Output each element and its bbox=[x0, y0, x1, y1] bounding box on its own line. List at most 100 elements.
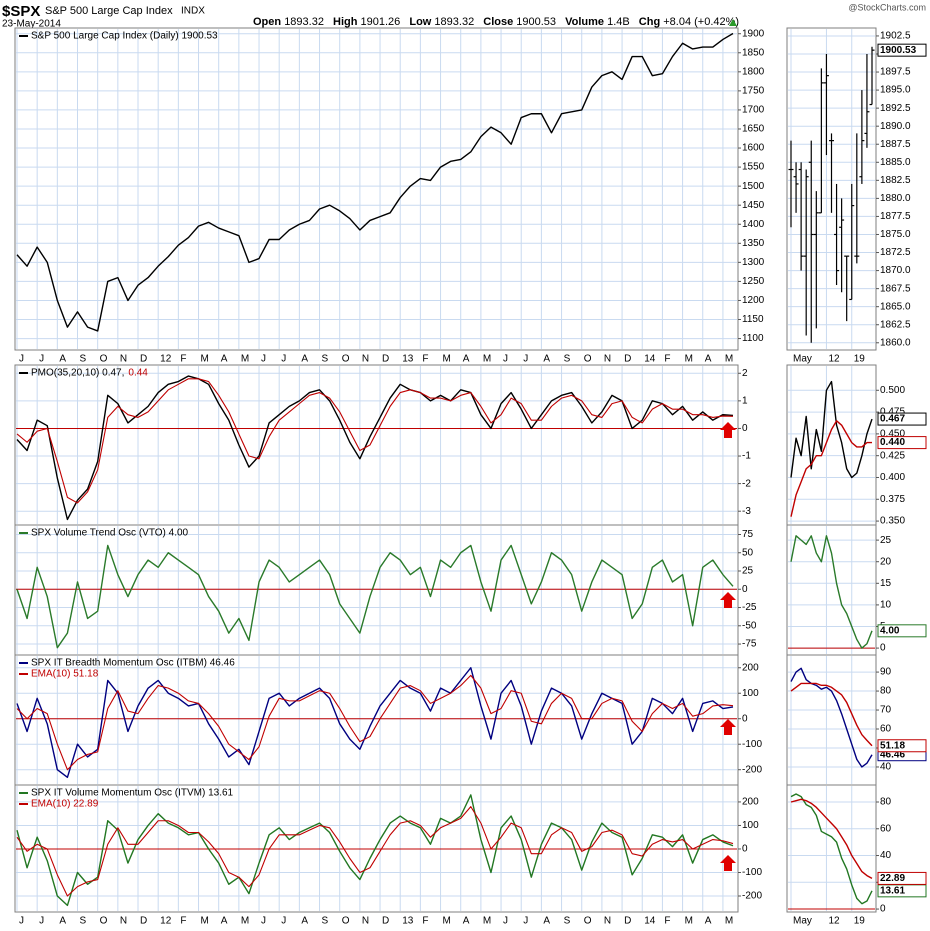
panel-background bbox=[786, 784, 877, 913]
last-value-box bbox=[877, 43, 927, 57]
y-tick-label: 200 bbox=[742, 662, 759, 673]
y-tick-label: 1867.5 bbox=[880, 283, 911, 294]
x-tick-label: O bbox=[342, 916, 350, 927]
x-tick-label: A bbox=[463, 354, 470, 365]
x-tick-label: D bbox=[382, 916, 389, 927]
x-tick-label: J bbox=[261, 354, 266, 365]
y-tick-label: 1650 bbox=[742, 124, 765, 135]
y-tick-label: 1890.0 bbox=[880, 121, 911, 132]
x-tick-label: N bbox=[120, 916, 127, 927]
x-tick-label: J bbox=[523, 916, 528, 927]
panel-background bbox=[14, 27, 739, 351]
x-tick-label: J bbox=[503, 916, 508, 927]
y-tick-label: -3 bbox=[742, 506, 751, 517]
x-tick-label: D bbox=[624, 354, 631, 365]
y-tick-label: 1862.5 bbox=[880, 319, 911, 330]
x-tick-label: 12 bbox=[828, 916, 840, 927]
series-line bbox=[16, 378, 734, 504]
red-arrow bbox=[720, 422, 736, 438]
quote-value: 1.4B bbox=[607, 16, 630, 28]
y-tick-label: -1 bbox=[742, 451, 751, 462]
y-tick-label: 40 bbox=[880, 850, 892, 861]
series-line bbox=[16, 32, 734, 332]
y-tick-label: 1450 bbox=[742, 200, 765, 211]
x-tick-label: N bbox=[362, 916, 369, 927]
y-tick-label: -25 bbox=[742, 602, 757, 613]
y-tick-label: 0.450 bbox=[880, 429, 905, 440]
x-tick-label: M bbox=[443, 354, 451, 365]
y-tick-label: 0 bbox=[880, 904, 886, 915]
up-triangle bbox=[729, 19, 737, 26]
y-tick-label: 25 bbox=[742, 566, 754, 577]
quote-label: Low bbox=[409, 16, 431, 28]
x-tick-label: F bbox=[422, 354, 428, 365]
y-tick-label: -50 bbox=[742, 620, 757, 631]
quote-label: Close bbox=[483, 16, 513, 28]
last-value-label: 46.46 bbox=[880, 749, 905, 760]
x-tick-label: 13 bbox=[402, 916, 414, 927]
x-tick-label: S bbox=[564, 354, 571, 365]
y-tick-label: 1200 bbox=[742, 295, 765, 306]
quote-line: Open 1893.32 High 1901.26 Low 1893.32 Cl… bbox=[253, 16, 739, 28]
legend-label: EMA(10) 22.89 bbox=[31, 799, 99, 810]
y-tick-label: 40 bbox=[880, 762, 892, 773]
red-arrow bbox=[720, 719, 736, 735]
x-tick-label: F bbox=[180, 354, 186, 365]
y-tick-label: 1550 bbox=[742, 162, 765, 173]
last-value-label: 1900.53 bbox=[880, 45, 917, 56]
quote-value: +8.04 (+0.42%) bbox=[663, 16, 739, 28]
x-tick-label: M bbox=[201, 354, 209, 365]
legend-label: S&P 500 Large Cap Index (Daily) 1900.53 bbox=[31, 31, 218, 42]
y-tick-label: 1860.0 bbox=[880, 337, 911, 348]
quote-label: Volume bbox=[565, 16, 604, 28]
y-tick-label: 1870.0 bbox=[880, 265, 911, 276]
x-tick-label: F bbox=[422, 916, 428, 927]
x-tick-label: May bbox=[793, 354, 812, 365]
last-value-label: 22.89 bbox=[880, 873, 905, 884]
y-tick-label: 15 bbox=[880, 578, 892, 589]
y-tick-label: 10 bbox=[880, 600, 892, 611]
y-tick-label: 0 bbox=[880, 643, 886, 654]
y-tick-label: 1400 bbox=[742, 219, 765, 230]
quote-value: 1901.26 bbox=[361, 16, 401, 28]
x-tick-label: 14 bbox=[644, 916, 656, 927]
y-tick-label: 0 bbox=[742, 844, 748, 855]
x-tick-label: May bbox=[793, 916, 812, 927]
x-tick-label: M bbox=[241, 916, 249, 927]
y-tick-label: 60 bbox=[880, 823, 892, 834]
x-tick-label: J bbox=[261, 916, 266, 927]
x-tick-label: S bbox=[564, 916, 571, 927]
x-tick-label: S bbox=[322, 916, 329, 927]
y-tick-label: 1800 bbox=[742, 66, 765, 77]
x-tick-label: 19 bbox=[854, 916, 866, 927]
x-tick-label: J bbox=[39, 354, 44, 365]
series-line bbox=[790, 682, 873, 747]
x-tick-label: J bbox=[523, 354, 528, 365]
last-value-label: 13.61 bbox=[880, 885, 905, 896]
y-tick-label: 100 bbox=[742, 820, 759, 831]
series-line bbox=[16, 806, 734, 897]
y-tick-label: 0.475 bbox=[880, 407, 905, 418]
y-tick-label: 0.400 bbox=[880, 472, 905, 483]
x-tick-label: A bbox=[543, 354, 550, 365]
x-tick-label: 12 bbox=[828, 354, 840, 365]
series-line bbox=[790, 793, 873, 905]
y-tick-label: 1600 bbox=[742, 143, 765, 154]
y-tick-label: -75 bbox=[742, 639, 757, 650]
last-value-box bbox=[877, 436, 927, 450]
y-tick-label: 1877.5 bbox=[880, 211, 911, 222]
series-line bbox=[16, 544, 734, 649]
series-line bbox=[790, 380, 873, 479]
y-tick-label: 0.425 bbox=[880, 450, 905, 461]
y-tick-label: 200 bbox=[742, 797, 759, 808]
last-value-box bbox=[877, 412, 927, 426]
x-tick-label: A bbox=[221, 916, 228, 927]
series-line bbox=[790, 535, 873, 649]
x-tick-label: O bbox=[342, 354, 350, 365]
y-tick-label: 70 bbox=[880, 705, 892, 716]
y-tick-label: -2 bbox=[742, 478, 751, 489]
legend-label: SPX IT Breadth Momentum Osc (ITBM) 46.46 bbox=[31, 658, 235, 669]
x-tick-label: J bbox=[39, 916, 44, 927]
y-tick-label: 0 bbox=[742, 423, 748, 434]
